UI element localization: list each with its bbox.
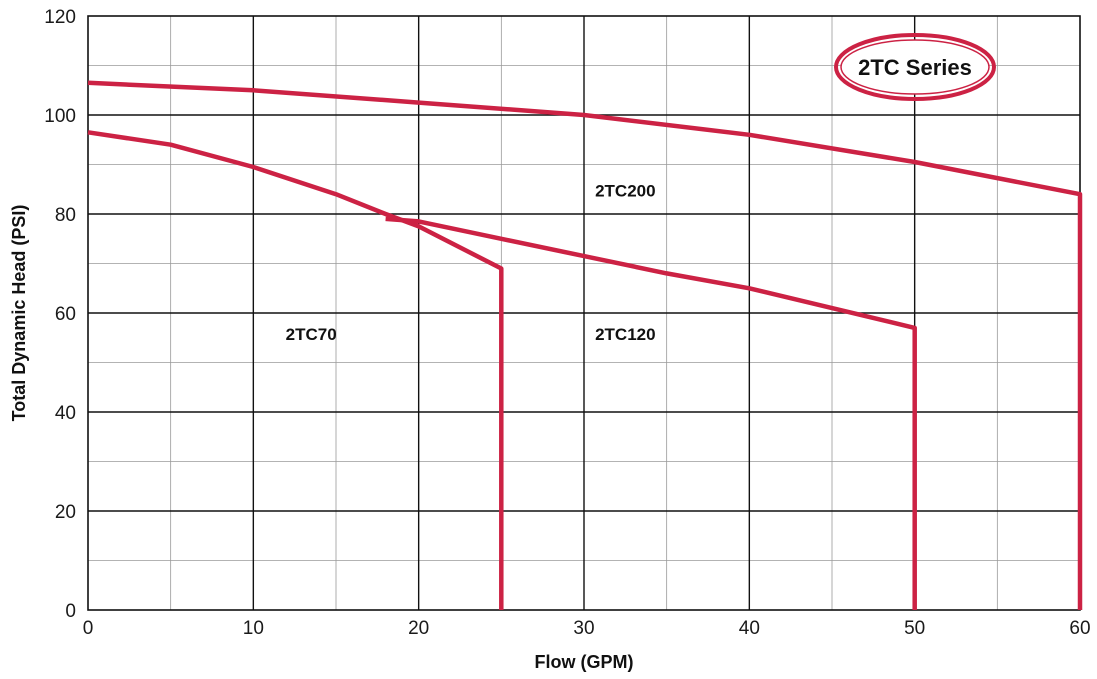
pump-curves bbox=[87, 80, 1083, 610]
y-tick-label: 100 bbox=[44, 106, 76, 127]
curve-label-2tc120: 2TC120 bbox=[595, 325, 655, 344]
badge-ellipse-outer bbox=[834, 33, 996, 101]
x-tick-label: 0 bbox=[83, 618, 94, 639]
y-tick-label: 60 bbox=[55, 304, 76, 325]
x-axis-label: Flow (GPM) bbox=[535, 652, 634, 672]
curve-2tc70 bbox=[87, 130, 504, 610]
badge-ellipse-inner bbox=[840, 39, 990, 95]
x-tick-label: 10 bbox=[243, 618, 264, 639]
y-axis-ticks: 0 20 40 60 80 100 120 bbox=[44, 7, 76, 622]
x-tick-label: 50 bbox=[904, 618, 925, 639]
curve-label-2tc200: 2TC200 bbox=[595, 182, 655, 201]
x-tick-label: 20 bbox=[408, 618, 429, 639]
major-gridlines bbox=[88, 16, 1080, 610]
x-tick-label: 60 bbox=[1069, 618, 1090, 639]
x-tick-label: 30 bbox=[573, 618, 594, 639]
curve-labels: 2TC200 2TC120 2TC70 bbox=[286, 182, 656, 345]
curve-2tc200 bbox=[87, 80, 1083, 610]
curve-2tc120 bbox=[385, 216, 917, 610]
y-tick-label: 0 bbox=[65, 601, 76, 622]
series-badge: 2TC Series bbox=[834, 33, 996, 101]
y-axis-label: Total Dynamic Head (PSI) bbox=[9, 205, 29, 422]
badge-text: 2TC Series bbox=[858, 55, 972, 80]
curve-label-2tc70: 2TC70 bbox=[286, 325, 337, 344]
x-tick-label: 40 bbox=[739, 618, 760, 639]
y-tick-label: 20 bbox=[55, 502, 76, 523]
y-tick-label: 80 bbox=[55, 205, 76, 226]
y-tick-label: 120 bbox=[44, 7, 76, 28]
y-tick-label: 40 bbox=[55, 403, 76, 424]
x-axis-ticks: 0 10 20 30 40 50 60 bbox=[83, 618, 1091, 639]
